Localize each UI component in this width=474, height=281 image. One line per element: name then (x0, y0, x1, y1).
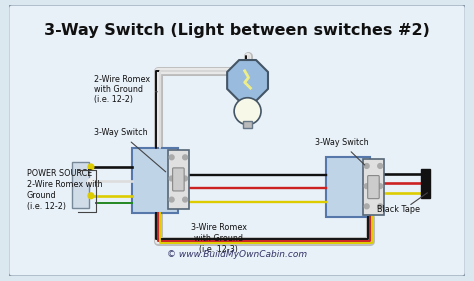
Circle shape (169, 176, 174, 181)
Circle shape (378, 184, 383, 189)
Circle shape (169, 155, 174, 160)
Circle shape (88, 164, 94, 170)
Text: 2-Wire Romex
with Ground
(i.e. 12-2): 2-Wire Romex with Ground (i.e. 12-2) (94, 75, 157, 105)
Text: POWER SOURCE
2-Wire Romex with
Ground
(i.e. 12-2): POWER SOURCE 2-Wire Romex with Ground (i… (27, 169, 102, 211)
Circle shape (182, 197, 188, 202)
Text: Black Tape: Black Tape (377, 205, 420, 214)
FancyBboxPatch shape (72, 162, 89, 208)
Circle shape (182, 155, 188, 160)
Text: 3-Way Switch (Light between switches #2): 3-Way Switch (Light between switches #2) (44, 23, 430, 38)
Polygon shape (227, 60, 268, 101)
FancyBboxPatch shape (243, 121, 252, 128)
Circle shape (378, 164, 383, 168)
Text: © www.BuildMyOwnCabin.com: © www.BuildMyOwnCabin.com (167, 250, 307, 259)
Circle shape (365, 204, 369, 209)
Bar (421, 169, 430, 198)
Text: 3-Way Switch: 3-Way Switch (315, 138, 368, 165)
FancyBboxPatch shape (168, 149, 189, 209)
FancyBboxPatch shape (368, 176, 379, 199)
Circle shape (365, 164, 369, 168)
Circle shape (234, 98, 261, 125)
Circle shape (88, 193, 94, 199)
Text: 3-Way Switch: 3-Way Switch (94, 128, 166, 172)
Circle shape (169, 197, 174, 202)
Circle shape (378, 204, 383, 209)
FancyBboxPatch shape (363, 159, 384, 215)
Circle shape (182, 176, 188, 181)
FancyBboxPatch shape (132, 148, 178, 213)
FancyBboxPatch shape (173, 168, 184, 191)
Text: 3-Wire Romex
with Ground
(i.e. 12-3): 3-Wire Romex with Ground (i.e. 12-3) (191, 223, 247, 254)
Circle shape (365, 184, 369, 189)
FancyBboxPatch shape (9, 4, 465, 277)
FancyBboxPatch shape (327, 157, 370, 217)
Circle shape (88, 178, 94, 184)
